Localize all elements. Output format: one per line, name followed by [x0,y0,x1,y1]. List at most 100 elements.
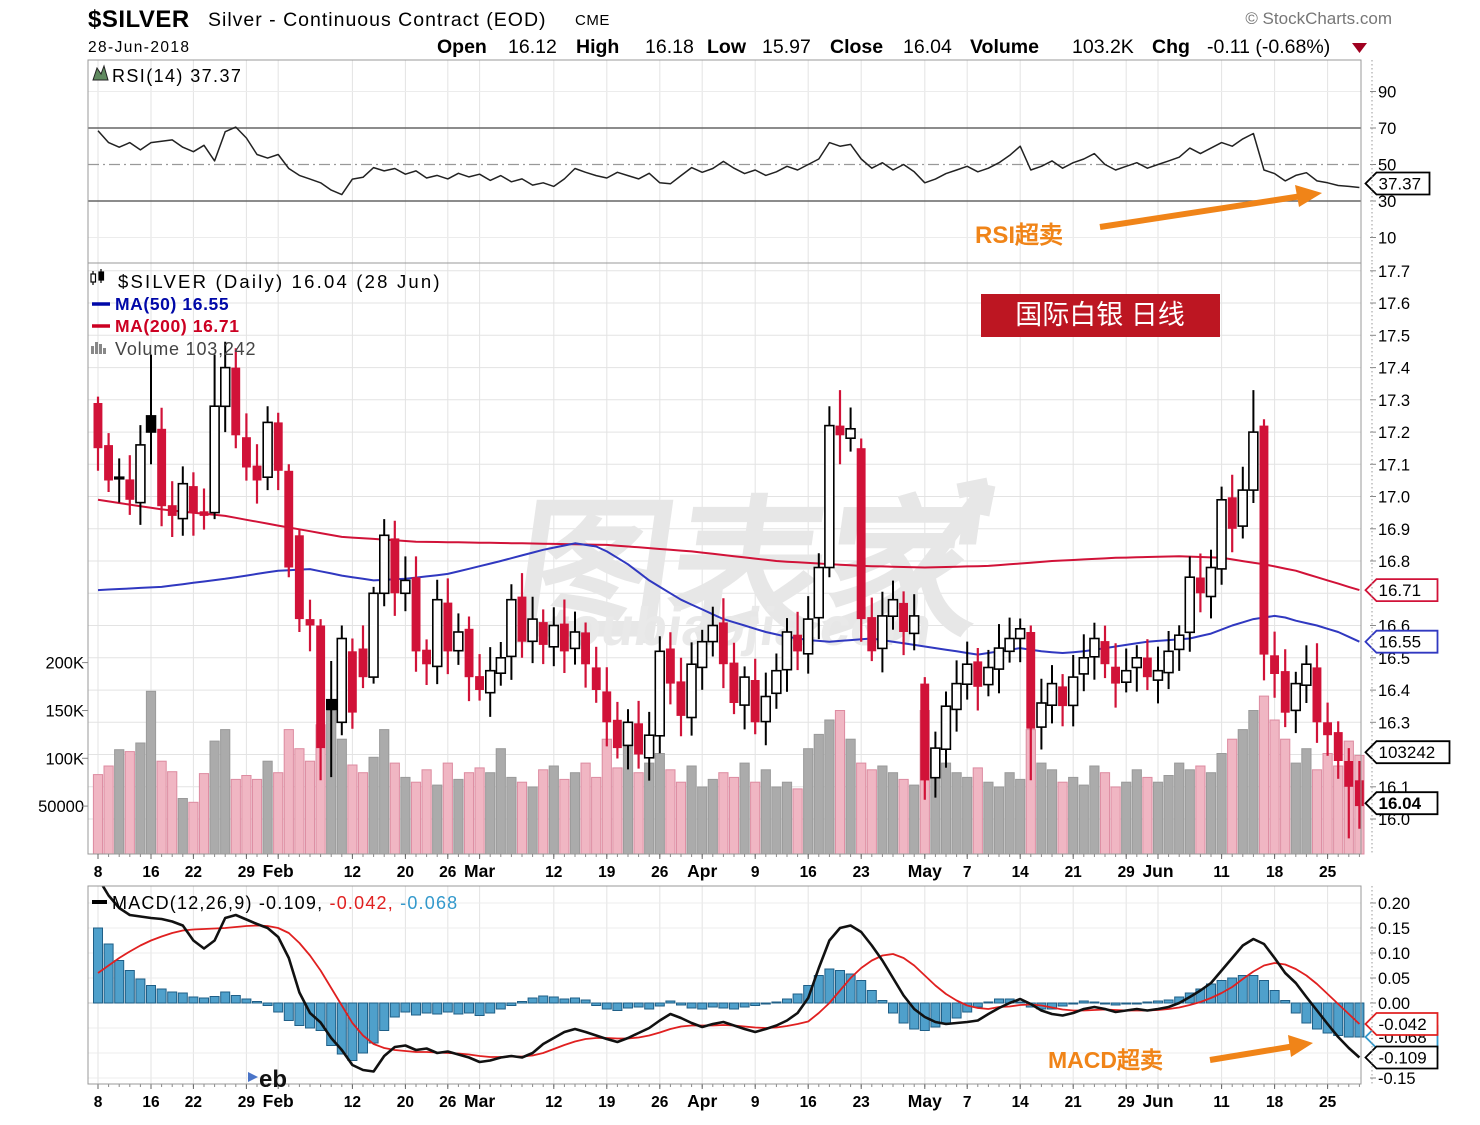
svg-text:26: 26 [439,864,457,881]
svg-text:15.97: 15.97 [762,36,811,58]
svg-text:30: 30 [1378,193,1396,211]
svg-text:CME: CME [575,12,610,29]
svg-text:17.5: 17.5 [1378,327,1410,345]
svg-text:Apr: Apr [687,861,717,881]
svg-text:16.55: 16.55 [1379,633,1422,652]
svg-text:25: 25 [1319,864,1337,881]
svg-text:19: 19 [598,864,616,881]
svg-text:0.05: 0.05 [1378,970,1410,988]
svg-text:Open: Open [437,36,487,58]
svg-text:-0.11 (-0.68%): -0.11 (-0.68%) [1207,36,1330,58]
svg-text:Jun: Jun [1142,1091,1173,1111]
svg-text:9: 9 [751,864,760,881]
svg-text:23: 23 [853,1094,871,1111]
svg-text:16.12: 16.12 [508,36,557,58]
svg-text:国际白银 日线: 国际白银 日线 [1015,300,1185,330]
svg-text:20: 20 [397,1094,414,1111]
svg-text:16.18: 16.18 [645,36,694,58]
svg-text:May: May [908,1091,942,1111]
svg-text:0.00: 0.00 [1378,995,1410,1013]
svg-text:23: 23 [853,864,871,881]
svg-text:7: 7 [963,1094,972,1111]
svg-text:17.0: 17.0 [1378,489,1410,507]
svg-text:16.4: 16.4 [1378,682,1410,700]
svg-text:29: 29 [1118,864,1136,881]
svg-text:Low: Low [707,36,747,58]
svg-text:26: 26 [651,1094,669,1111]
svg-text:22: 22 [185,1094,202,1111]
svg-text:20: 20 [397,864,414,881]
svg-text:16: 16 [800,1094,818,1111]
svg-text:16: 16 [800,864,818,881]
svg-text:50000: 50000 [38,798,84,816]
svg-text:26: 26 [651,864,669,881]
svg-text:28-Jun-2018: 28-Jun-2018 [88,39,190,56]
svg-text:0.20: 0.20 [1378,895,1410,913]
svg-text:17.4: 17.4 [1378,360,1410,378]
svg-text:50: 50 [1378,157,1396,175]
svg-text:7: 7 [963,864,972,881]
svg-text:Chg: Chg [1152,36,1190,58]
svg-text:16.5: 16.5 [1378,650,1410,668]
svg-text:8: 8 [94,864,103,881]
svg-text:17.7: 17.7 [1378,263,1410,281]
svg-text:0.10: 0.10 [1378,945,1410,963]
svg-text:18: 18 [1266,1094,1284,1111]
svg-text:200K: 200K [45,655,84,673]
svg-text:14: 14 [1012,864,1030,881]
svg-text:9: 9 [751,1094,760,1111]
svg-text:21: 21 [1065,864,1083,881]
svg-text:16: 16 [142,864,160,881]
svg-text:16.0: 16.0 [1378,811,1410,829]
svg-text:0.15: 0.15 [1378,920,1410,938]
svg-text:High: High [576,36,619,58]
svg-text:25: 25 [1319,1094,1337,1111]
svg-text:17.1: 17.1 [1378,456,1410,474]
svg-text:11: 11 [1213,1094,1230,1111]
svg-text:-0.109: -0.109 [1379,1049,1427,1068]
svg-text:16.3: 16.3 [1378,714,1410,732]
svg-text:26: 26 [439,1094,457,1111]
svg-text:17.2: 17.2 [1378,424,1410,442]
svg-text:12: 12 [545,1094,562,1111]
svg-text:90: 90 [1378,84,1396,102]
svg-text:18: 18 [1266,864,1284,881]
svg-text:16.04: 16.04 [1379,794,1422,813]
svg-text:29: 29 [238,1094,256,1111]
svg-text:MA(200) 16.71: MA(200) 16.71 [115,316,240,336]
svg-text:21: 21 [1065,1094,1083,1111]
svg-text:19: 19 [598,1094,616,1111]
svg-text:16.9: 16.9 [1378,521,1410,539]
svg-text:10: 10 [1378,230,1396,248]
svg-text:eb: eb [259,1066,287,1093]
svg-text:MA(50) 16.55: MA(50) 16.55 [115,294,229,314]
svg-text:Feb: Feb [263,861,294,881]
svg-text:$SILVER: $SILVER [88,6,190,33]
svg-text:16.04: 16.04 [903,36,952,58]
svg-text:Apr: Apr [687,1091,717,1111]
svg-text:May: May [908,861,942,881]
svg-text:12: 12 [545,864,562,881]
svg-text:$SILVER (Daily) 16.04 (28 Jun): $SILVER (Daily) 16.04 (28 Jun) [118,271,442,292]
svg-text:-0.15: -0.15 [1378,1070,1416,1088]
svg-text:22: 22 [185,864,202,881]
svg-text:29: 29 [238,864,256,881]
svg-text:16.8: 16.8 [1378,553,1410,571]
svg-text:14: 14 [1012,1094,1030,1111]
svg-text:16.71: 16.71 [1379,581,1422,600]
svg-text:Feb: Feb [263,1091,294,1111]
svg-text:Jun: Jun [1142,861,1173,881]
svg-text:MACD(12,26,9) -0.109, -0.042,: MACD(12,26,9) -0.109, -0.042, -0.068 [112,893,458,913]
svg-text:Mar: Mar [464,861,495,881]
svg-text:12: 12 [344,864,361,881]
svg-text:150K: 150K [45,703,84,721]
svg-text:Volume: Volume [970,36,1039,58]
svg-text:RSI(14) 37.37: RSI(14) 37.37 [112,66,242,86]
svg-text:17.6: 17.6 [1378,295,1410,313]
svg-text:103.2K: 103.2K [1072,36,1134,58]
svg-text:8: 8 [94,1094,103,1111]
svg-text:MACD超卖: MACD超卖 [1048,1047,1163,1073]
svg-text:RSI超卖: RSI超卖 [975,222,1063,249]
svg-text:17.3: 17.3 [1378,392,1410,410]
svg-text:© StockCharts.com: © StockCharts.com [1245,9,1392,28]
